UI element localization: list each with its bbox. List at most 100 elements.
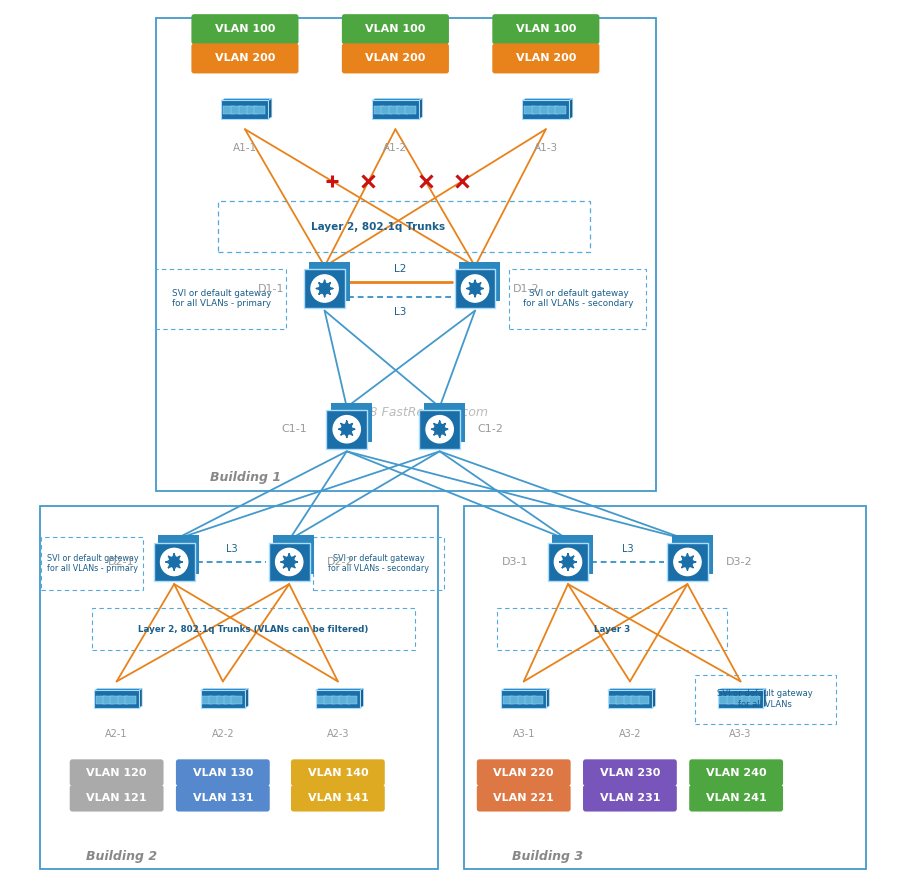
Circle shape bbox=[563, 557, 573, 567]
Circle shape bbox=[342, 424, 352, 435]
FancyBboxPatch shape bbox=[309, 262, 350, 301]
Circle shape bbox=[311, 275, 338, 302]
FancyBboxPatch shape bbox=[501, 690, 546, 708]
FancyBboxPatch shape bbox=[735, 696, 745, 704]
Text: A1-3: A1-3 bbox=[534, 143, 558, 153]
Text: VLAN 241: VLAN 241 bbox=[706, 793, 767, 804]
Circle shape bbox=[470, 283, 480, 294]
Text: Building 2: Building 2 bbox=[85, 850, 157, 863]
FancyBboxPatch shape bbox=[342, 43, 448, 73]
FancyBboxPatch shape bbox=[631, 696, 641, 704]
FancyBboxPatch shape bbox=[459, 262, 501, 301]
FancyBboxPatch shape bbox=[291, 759, 385, 786]
Polygon shape bbox=[419, 98, 422, 119]
FancyBboxPatch shape bbox=[103, 696, 114, 704]
Text: Layer 2, 802.1q Trunks (VLANs can be filtered): Layer 2, 802.1q Trunks (VLANs can be fil… bbox=[138, 625, 368, 634]
Text: SVI or default gateway
for all VLANs: SVI or default gateway for all VLANs bbox=[718, 689, 814, 709]
FancyBboxPatch shape bbox=[191, 14, 299, 44]
FancyBboxPatch shape bbox=[616, 696, 627, 704]
Text: VLAN 221: VLAN 221 bbox=[493, 793, 554, 804]
FancyBboxPatch shape bbox=[291, 785, 385, 812]
FancyBboxPatch shape bbox=[159, 535, 199, 574]
FancyBboxPatch shape bbox=[247, 106, 257, 114]
Polygon shape bbox=[522, 98, 573, 101]
FancyBboxPatch shape bbox=[718, 690, 762, 708]
FancyBboxPatch shape bbox=[510, 696, 521, 704]
Text: © 2018 FastReroute.com: © 2018 FastReroute.com bbox=[329, 406, 488, 419]
Polygon shape bbox=[222, 98, 272, 101]
Polygon shape bbox=[316, 689, 363, 690]
FancyBboxPatch shape bbox=[540, 106, 550, 114]
FancyBboxPatch shape bbox=[455, 269, 495, 308]
FancyBboxPatch shape bbox=[419, 410, 460, 449]
FancyBboxPatch shape bbox=[492, 14, 599, 44]
FancyBboxPatch shape bbox=[623, 696, 634, 704]
FancyBboxPatch shape bbox=[327, 410, 367, 449]
Circle shape bbox=[275, 549, 303, 575]
Text: VLAN 120: VLAN 120 bbox=[86, 767, 147, 778]
FancyBboxPatch shape bbox=[373, 106, 384, 114]
Polygon shape bbox=[718, 689, 766, 690]
Circle shape bbox=[170, 557, 179, 567]
Text: SVI or default gateway
for all VLANs - secondary: SVI or default gateway for all VLANs - s… bbox=[328, 554, 429, 573]
FancyBboxPatch shape bbox=[217, 696, 227, 704]
Circle shape bbox=[461, 275, 489, 302]
FancyBboxPatch shape bbox=[94, 690, 139, 708]
FancyBboxPatch shape bbox=[518, 696, 528, 704]
FancyBboxPatch shape bbox=[742, 696, 753, 704]
FancyBboxPatch shape bbox=[547, 543, 588, 581]
Text: L3: L3 bbox=[226, 543, 238, 554]
FancyBboxPatch shape bbox=[667, 543, 708, 581]
FancyBboxPatch shape bbox=[672, 535, 712, 574]
Text: A3-3: A3-3 bbox=[729, 729, 752, 739]
Circle shape bbox=[161, 549, 187, 575]
FancyBboxPatch shape bbox=[389, 106, 400, 114]
Polygon shape bbox=[361, 689, 363, 708]
FancyBboxPatch shape bbox=[126, 696, 136, 704]
Circle shape bbox=[319, 283, 330, 294]
Text: A3-1: A3-1 bbox=[512, 729, 535, 739]
Polygon shape bbox=[501, 689, 549, 690]
Text: VLAN 200: VLAN 200 bbox=[365, 53, 425, 64]
Polygon shape bbox=[607, 689, 656, 690]
FancyBboxPatch shape bbox=[727, 696, 737, 704]
Circle shape bbox=[674, 549, 701, 575]
FancyBboxPatch shape bbox=[609, 696, 620, 704]
Text: D2-2: D2-2 bbox=[327, 557, 354, 567]
FancyBboxPatch shape bbox=[607, 690, 652, 708]
Circle shape bbox=[683, 557, 692, 567]
FancyBboxPatch shape bbox=[239, 106, 249, 114]
Text: VLAN 240: VLAN 240 bbox=[706, 767, 766, 778]
Text: SVI or default gateway
for all VLANs - secondary: SVI or default gateway for all VLANs - s… bbox=[524, 289, 634, 308]
FancyBboxPatch shape bbox=[532, 106, 543, 114]
FancyBboxPatch shape bbox=[689, 759, 783, 786]
FancyBboxPatch shape bbox=[749, 696, 760, 704]
FancyBboxPatch shape bbox=[317, 696, 327, 704]
Text: A2-2: A2-2 bbox=[212, 729, 234, 739]
Text: VLAN 100: VLAN 100 bbox=[516, 24, 576, 35]
FancyBboxPatch shape bbox=[110, 696, 121, 704]
FancyBboxPatch shape bbox=[202, 696, 213, 704]
FancyBboxPatch shape bbox=[231, 106, 241, 114]
Text: C1-2: C1-2 bbox=[478, 424, 503, 435]
FancyBboxPatch shape bbox=[153, 543, 195, 581]
Text: SVI or default gateway
for all VLANs - primary: SVI or default gateway for all VLANs - p… bbox=[47, 554, 138, 573]
Text: VLAN 131: VLAN 131 bbox=[193, 793, 253, 804]
Text: VLAN 130: VLAN 130 bbox=[193, 767, 253, 778]
Text: C1-1: C1-1 bbox=[281, 424, 307, 435]
Polygon shape bbox=[570, 98, 573, 119]
Text: VLAN 141: VLAN 141 bbox=[308, 793, 369, 804]
FancyBboxPatch shape bbox=[553, 535, 593, 574]
Polygon shape bbox=[372, 98, 422, 101]
Text: VLAN 200: VLAN 200 bbox=[516, 53, 576, 64]
FancyBboxPatch shape bbox=[583, 759, 677, 786]
Text: D3-2: D3-2 bbox=[726, 557, 752, 567]
FancyBboxPatch shape bbox=[324, 696, 335, 704]
FancyBboxPatch shape bbox=[209, 696, 220, 704]
FancyBboxPatch shape bbox=[719, 696, 730, 704]
FancyBboxPatch shape bbox=[492, 43, 599, 73]
Text: Layer 3: Layer 3 bbox=[594, 625, 631, 634]
FancyBboxPatch shape bbox=[118, 696, 128, 704]
Circle shape bbox=[434, 424, 445, 435]
FancyBboxPatch shape bbox=[525, 696, 536, 704]
